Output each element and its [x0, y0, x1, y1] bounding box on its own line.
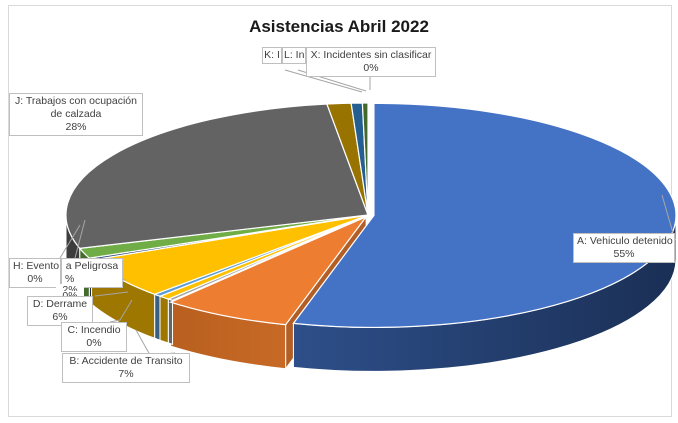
- leader-line-1: [109, 299, 133, 323]
- pie-side-c: [167, 298, 174, 346]
- label-slice-h-percent: 0%: [27, 273, 43, 285]
- leader-line-7: [284, 69, 363, 93]
- label-slice-x: X: Incidentes sin clasificar 0%: [306, 47, 436, 77]
- label-slice-l-name: L: In: [284, 49, 305, 61]
- label-slice-g-name: a Peligrosa: [65, 260, 119, 272]
- label-slice-d-name: D: Derrame: [32, 298, 88, 310]
- leader-line-9: [661, 194, 676, 241]
- label-slice-h-name: H: Evento: [13, 260, 60, 272]
- pie-slice-x: [361, 102, 369, 216]
- label-slice-j: J: Trabajos con ocupación de calzada 28%: [9, 93, 143, 136]
- label-slice-a-percent: 55%: [613, 248, 635, 260]
- pie-slice-j: [65, 103, 369, 249]
- label-slice-j-percent: 28%: [65, 121, 87, 133]
- pie-side-e: [154, 293, 161, 341]
- label-slice-c-percent: 0%: [86, 337, 102, 349]
- label-slice-x-percent: 0%: [363, 62, 379, 74]
- label-slice-d-percent: 6%: [52, 311, 68, 323]
- label-slice-b-name: B: Accidente de Transito: [69, 355, 183, 367]
- label-slice-g: a Peligrosa %: [61, 258, 123, 288]
- label-slice-a-name: A: Vehiculo detenido: [577, 235, 673, 247]
- pie-slice-b: [168, 215, 368, 326]
- pie-side-d: [159, 295, 169, 344]
- label-slice-l: L: In: [282, 47, 306, 64]
- label-slice-b-percent: 7%: [118, 368, 134, 380]
- label-slice-b: B: Accidente de Transito 7%: [62, 353, 190, 383]
- label-slice-c-name: C: Incendio: [67, 324, 121, 336]
- label-slice-d: D: Derrame 6%: [27, 296, 93, 326]
- label-slice-c: C: Incendio 0%: [61, 322, 127, 352]
- label-slice-h: H: Evento 0%: [9, 258, 61, 288]
- label-slice-k: K: I: [262, 47, 282, 64]
- label-slice-g-percent-fragment: %: [65, 273, 75, 285]
- leader-line-2: [94, 291, 129, 297]
- label-slice-j-name: J: Trabajos con ocupación de calzada: [15, 95, 137, 120]
- pie-slice-a: [292, 102, 677, 328]
- chart-title: Asistencias Abril 2022: [249, 17, 429, 36]
- label-fragment-0: 0%: [56, 291, 84, 299]
- label-fragment-0-text: 0%: [62, 291, 78, 299]
- leader-line-4: [59, 224, 81, 259]
- label-slice-x-name: X: Incidentes sin clasificar: [310, 49, 432, 61]
- label-slice-a: A: Vehiculo detenido 55%: [573, 233, 675, 263]
- label-slice-k-name: K: I: [264, 49, 280, 61]
- leader-line-5: [74, 219, 86, 259]
